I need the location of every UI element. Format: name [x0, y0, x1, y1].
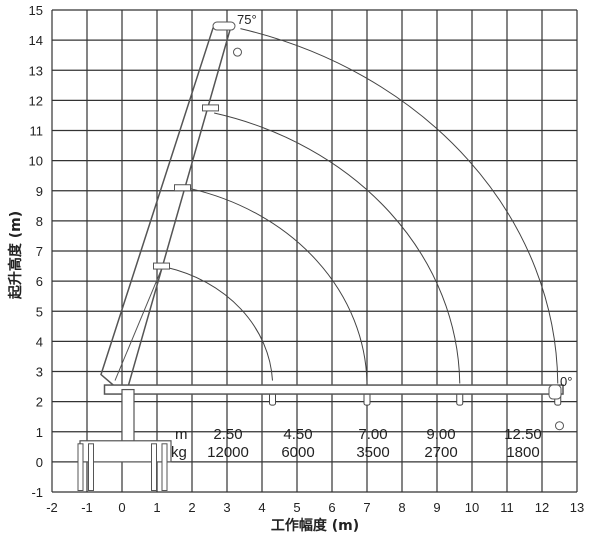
- x-tick-label: -1: [81, 500, 93, 515]
- load-table: m kg 2.50 4.50 7.00 9.00 12.50 12000 6000 3500 2…: [171, 426, 542, 461]
- y-tick-label: -1: [31, 485, 43, 500]
- y-tick-label: 3: [36, 365, 43, 380]
- x-tick-label: 11: [500, 500, 514, 515]
- y-tick-label: 12: [29, 93, 43, 108]
- luffed-boom: [100, 27, 232, 397]
- y-tick-label: 10: [29, 154, 43, 169]
- boom-section-joint: [153, 262, 170, 270]
- outrigger-leg: [77, 443, 84, 491]
- x-tick-label: 3: [223, 500, 230, 515]
- y-tick-label: 11: [30, 124, 44, 139]
- y-tick-label: 2: [36, 395, 43, 410]
- x-tick-label: 8: [398, 500, 405, 515]
- x-tick-label: 4: [258, 500, 265, 515]
- y-tick-label: 6: [36, 274, 43, 289]
- max-angle-label: 75°: [237, 12, 257, 27]
- y-tick-label: 8: [36, 214, 43, 229]
- radius-value: 4.50: [283, 426, 312, 443]
- x-tick-label: 0: [118, 500, 125, 515]
- radius-value: 12.50: [504, 426, 542, 443]
- y-tick-label: 1: [36, 425, 43, 440]
- x-tick-label: 10: [465, 500, 479, 515]
- x-tick-label: 1: [153, 500, 160, 515]
- y-tick-label: 5: [36, 304, 43, 319]
- y-tick-label: 7: [36, 244, 43, 259]
- x-tick-label: 6: [328, 500, 335, 515]
- y-tick-label: 15: [29, 3, 43, 18]
- x-tick-label: 7: [363, 500, 370, 515]
- y-tick-label: 4: [36, 334, 43, 349]
- load-value: 3500: [356, 444, 389, 461]
- load-unit: kg: [171, 444, 187, 461]
- x-tick-label: 9: [433, 500, 440, 515]
- radius-unit: m: [175, 426, 188, 443]
- horizontal-boom: [103, 384, 564, 395]
- working-range-arc: [190, 188, 368, 384]
- outrigger-leg: [88, 443, 94, 491]
- hook-icon: [233, 47, 242, 57]
- working-range-arcs: [166, 28, 562, 406]
- load-value: 2700: [424, 444, 457, 461]
- y-tick-label: 13: [29, 63, 43, 78]
- radius-value: 2.50: [213, 426, 242, 443]
- radius-value: 7.00: [358, 426, 387, 443]
- min-angle-label: 0°: [560, 374, 572, 389]
- working-range-arc: [166, 266, 273, 381]
- hook-icon: [555, 421, 564, 431]
- x-tick-label: -2: [46, 500, 58, 515]
- x-tick-label: 5: [293, 500, 300, 515]
- boom-section-joint: [202, 104, 219, 112]
- radius-value: 9.00: [426, 426, 455, 443]
- x-tick-label: 13: [570, 500, 584, 515]
- outrigger-leg: [151, 443, 157, 491]
- y-tick-label: 9: [36, 184, 43, 199]
- working-range-arc: [214, 112, 461, 384]
- x-tick-label: 2: [188, 500, 195, 515]
- y-axis-label: 起升高度 (m): [7, 211, 24, 300]
- load-value: 12000: [207, 444, 249, 461]
- x-tick-label: 12: [535, 500, 549, 515]
- x-tick-labels: -2 -1 0 1 2 3 4 5 6 7 8 9 10 11 12 13: [46, 500, 584, 515]
- y-tick-label: 14: [29, 33, 43, 48]
- boom-section-joint: [174, 184, 191, 192]
- x-axis-label: 工作幅度 (m): [271, 517, 359, 534]
- load-value: 1800: [506, 444, 539, 461]
- luffing-cylinder: [114, 262, 165, 381]
- outrigger-leg: [161, 443, 168, 491]
- y-tick-label: 0: [36, 455, 43, 470]
- working-range-arc: [240, 28, 559, 384]
- crane-drawing: [77, 21, 564, 491]
- load-value: 6000: [281, 444, 314, 461]
- boom-head-horizontal: [548, 384, 562, 400]
- grid: [51, 9, 578, 493]
- boom-head: [212, 21, 236, 31]
